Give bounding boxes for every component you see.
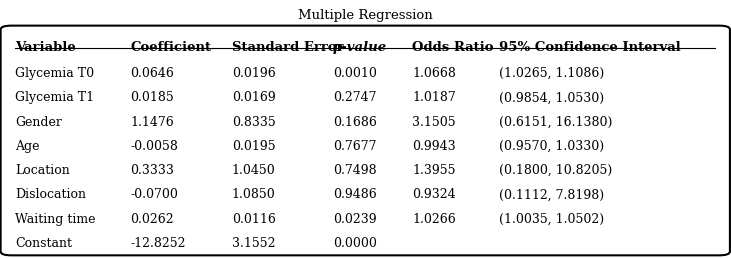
Text: Gender: Gender (15, 116, 62, 129)
Text: Location: Location (15, 164, 69, 177)
Text: 1.0266: 1.0266 (412, 213, 456, 226)
Text: 0.0116: 0.0116 (232, 213, 276, 226)
Text: 1.0450: 1.0450 (232, 164, 276, 177)
Text: 0.0000: 0.0000 (333, 237, 376, 250)
Text: Multiple Regression: Multiple Regression (298, 9, 433, 22)
Text: Constant: Constant (15, 237, 72, 250)
Text: 0.9324: 0.9324 (412, 188, 456, 201)
Text: 3.1552: 3.1552 (232, 237, 275, 250)
Text: Age: Age (15, 140, 39, 153)
Text: 0.0262: 0.0262 (131, 213, 174, 226)
Text: (0.6151, 16.1380): (0.6151, 16.1380) (499, 116, 613, 129)
Text: 0.0195: 0.0195 (232, 140, 276, 153)
Text: 0.0239: 0.0239 (333, 213, 376, 226)
Text: 0.0010: 0.0010 (333, 67, 376, 80)
Text: Glycemia T1: Glycemia T1 (15, 92, 94, 104)
Text: Odds Ratio: Odds Ratio (412, 41, 493, 54)
Text: 3.1505: 3.1505 (412, 116, 456, 129)
Text: 0.0185: 0.0185 (131, 92, 174, 104)
FancyBboxPatch shape (1, 26, 730, 255)
Text: Glycemia T0: Glycemia T0 (15, 67, 94, 80)
Text: (1.0265, 1.1086): (1.0265, 1.1086) (499, 67, 604, 80)
Text: (0.1112, 7.8198): (0.1112, 7.8198) (499, 188, 604, 201)
Text: 0.9486: 0.9486 (333, 188, 376, 201)
Text: (0.9570, 1.0330): (0.9570, 1.0330) (499, 140, 604, 153)
Text: 1.0668: 1.0668 (412, 67, 456, 80)
Text: Coefficient: Coefficient (131, 41, 211, 54)
Text: p-value: p-value (333, 41, 387, 54)
Text: Standard Error: Standard Error (232, 41, 344, 54)
Text: Waiting time: Waiting time (15, 213, 96, 226)
Text: Variable: Variable (15, 41, 76, 54)
Text: 0.9943: 0.9943 (412, 140, 456, 153)
Text: 0.7498: 0.7498 (333, 164, 376, 177)
Text: 95% Confidence Interval: 95% Confidence Interval (499, 41, 681, 54)
Text: 0.0169: 0.0169 (232, 92, 276, 104)
Text: 1.3955: 1.3955 (412, 164, 455, 177)
Text: -0.0700: -0.0700 (131, 188, 178, 201)
Text: 0.1686: 0.1686 (333, 116, 376, 129)
Text: 1.0187: 1.0187 (412, 92, 456, 104)
Text: -12.8252: -12.8252 (131, 237, 186, 250)
Text: (1.0035, 1.0502): (1.0035, 1.0502) (499, 213, 604, 226)
Text: 1.0850: 1.0850 (232, 188, 276, 201)
Text: (0.9854, 1.0530): (0.9854, 1.0530) (499, 92, 604, 104)
Text: -0.0058: -0.0058 (131, 140, 178, 153)
Text: 0.0196: 0.0196 (232, 67, 276, 80)
Text: 0.2747: 0.2747 (333, 92, 376, 104)
Text: 0.0646: 0.0646 (131, 67, 175, 80)
Text: (0.1800, 10.8205): (0.1800, 10.8205) (499, 164, 612, 177)
Text: 0.8335: 0.8335 (232, 116, 276, 129)
Text: 0.3333: 0.3333 (131, 164, 175, 177)
Text: 0.7677: 0.7677 (333, 140, 376, 153)
Text: 1.1476: 1.1476 (131, 116, 174, 129)
Text: Dislocation: Dislocation (15, 188, 86, 201)
